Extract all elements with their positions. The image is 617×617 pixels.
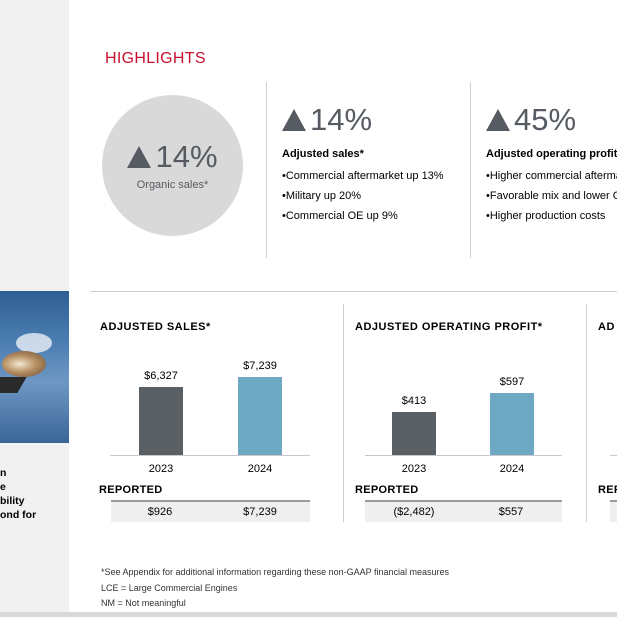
engine-photo — [0, 291, 69, 443]
x-tick-label: 2024 — [247, 463, 273, 475]
kpi-heading: Adjusted operating profit* — [486, 148, 617, 160]
third-panel-title: AD — [598, 321, 615, 333]
kpi-adjusted-operating-profit: 45% Adjusted operating profit* Higher co… — [486, 102, 617, 226]
kpi-heading: Adjusted sales* — [282, 148, 364, 160]
kpi-bullet: Higher commercial aftermarket — [486, 166, 617, 186]
cloud-shape — [16, 333, 52, 353]
engine-shape — [2, 351, 46, 377]
adjusted-operating-profit-title: ADJUSTED OPERATING PROFIT* — [355, 321, 543, 333]
bar-2024 — [238, 377, 282, 455]
kpi-bullet: Favorable mix and lower OE — [486, 186, 617, 206]
adjusted-sales-title: ADJUSTED SALES* — [100, 321, 211, 333]
kpi-number: 45% — [514, 102, 577, 137]
divider — [586, 304, 587, 522]
kpi-value: 45% — [486, 102, 617, 142]
bottom-band — [0, 612, 617, 617]
bar-value-label: $7,239 — [243, 360, 277, 372]
reported-row — [610, 500, 617, 522]
left-caption-line: n — [0, 467, 7, 479]
left-caption-line: bility — [0, 495, 25, 507]
bar-2023 — [392, 412, 436, 455]
reported-value-2023: ($2,482) — [393, 506, 435, 518]
divider — [266, 82, 267, 258]
reported-value-2023: $926 — [147, 506, 173, 518]
kpi-bullets: Higher commercial aftermarket Favorable … — [486, 166, 617, 226]
kpi-bullet: Military up 20% — [282, 186, 444, 206]
organic-sales-value: 14% — [102, 139, 243, 175]
left-caption: n e bility ond for — [0, 466, 69, 522]
footnote: NM = Not meaningful — [101, 598, 186, 608]
up-triangle-icon — [127, 146, 152, 168]
chart-axis — [610, 455, 617, 456]
up-triangle-icon — [486, 109, 510, 131]
chart-axis — [365, 455, 562, 456]
reported-label: REPORTED — [99, 484, 163, 496]
divider — [470, 82, 471, 258]
wing-shape — [0, 377, 27, 393]
reported-label: REPORTED — [355, 484, 419, 496]
bar-value-label: $413 — [401, 395, 427, 408]
kpi-bullet: Commercial aftermarket up 13% — [282, 166, 444, 186]
bar-value-label: $6,327 — [144, 369, 178, 382]
kpi-adjusted-sales: 14% Adjusted sales* Commercial aftermark… — [282, 102, 444, 226]
reported-row: ($2,482) $557 — [365, 500, 562, 522]
kpi-number: 14% — [310, 102, 373, 137]
bar-2024 — [490, 393, 534, 455]
x-tick-label: 2023 — [148, 463, 174, 475]
bar-2023 — [139, 386, 183, 455]
reported-value-2024: $7,239 — [243, 506, 277, 518]
kpi-bullets: Commercial aftermarket up 13% Military u… — [282, 166, 444, 226]
footnote: *See Appendix for additional information… — [101, 567, 450, 577]
up-triangle-icon — [282, 109, 306, 131]
bar-value-label: $597 — [499, 376, 525, 388]
left-caption-line: e — [0, 481, 6, 493]
footnote: LCE = Large Commercial Engines — [101, 583, 238, 593]
kpi-value: 14% — [282, 102, 444, 142]
x-tick-label: 2024 — [499, 463, 525, 475]
kpi-bullet: Higher production costs — [486, 206, 617, 226]
organic-sales-number: 14% — [155, 139, 218, 174]
highlights-title: HIGHLIGHTS — [105, 50, 206, 67]
organic-sales-circle: 14% Organic sales* — [102, 95, 243, 236]
kpi-bullet: Commercial OE up 9% — [282, 206, 444, 226]
divider — [343, 304, 344, 522]
organic-sales-label: Organic sales* — [136, 179, 209, 191]
x-tick-label: 2023 — [401, 463, 427, 475]
chart-axis — [110, 455, 310, 456]
reported-label: REP — [598, 484, 617, 496]
reported-row: $926 $7,239 — [111, 500, 310, 522]
section-divider — [90, 291, 617, 292]
reported-value-2024: $557 — [498, 506, 524, 518]
left-caption-line: ond for — [0, 509, 37, 521]
